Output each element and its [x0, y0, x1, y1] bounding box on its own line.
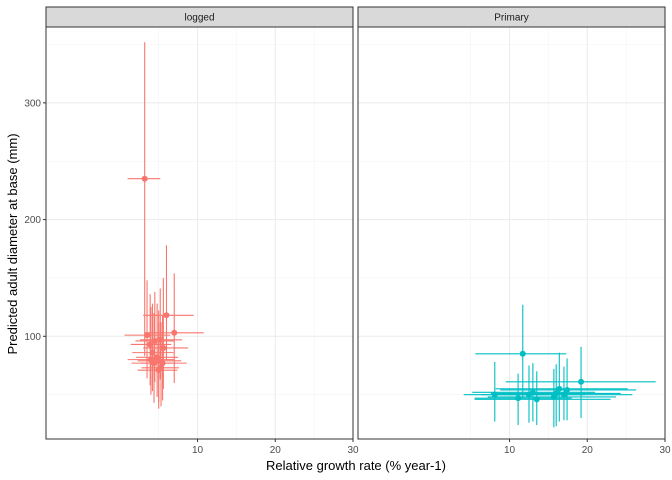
data-point	[560, 391, 567, 398]
x-tick-label: 30	[347, 445, 359, 456]
data-point-group	[136, 303, 179, 397]
data-point	[515, 395, 522, 402]
panel-primary: Primary 10 20 30	[357, 6, 671, 456]
x-tick-label: 20	[270, 445, 282, 456]
panel-logged: logged 10 20 30 100 200 300	[24, 6, 359, 456]
data-point-group	[137, 322, 178, 409]
data-point-group	[497, 366, 633, 421]
data-point	[155, 367, 162, 374]
data-point-group	[475, 304, 567, 399]
x-axis-title: Relative growth rate (% year-1)	[266, 458, 446, 473]
data-point	[141, 175, 148, 182]
facet-strip-label: Primary	[494, 13, 528, 24]
data-point-group	[472, 363, 596, 422]
x-tick-label: 30	[659, 445, 671, 456]
data-point	[171, 329, 178, 336]
data-point	[147, 341, 154, 348]
x-tick-label: 20	[582, 445, 594, 456]
data-point-group	[495, 352, 628, 422]
data-point	[144, 332, 151, 339]
panel-border	[357, 26, 666, 440]
x-tick-label: 10	[192, 445, 204, 456]
facet-strip-label: logged	[184, 13, 214, 24]
data-point	[163, 312, 170, 319]
y-axis-title: Predicted adult diameter at base (mm)	[5, 133, 20, 354]
y-tick-label: 200	[24, 215, 41, 226]
data-point-group	[127, 307, 175, 395]
data-point-group	[474, 371, 611, 425]
data-point-group	[127, 42, 161, 357]
facet-strip	[357, 6, 666, 28]
data-point	[564, 386, 571, 393]
y-tick-label: 100	[24, 332, 41, 343]
data-point	[578, 378, 585, 385]
data-point	[533, 396, 540, 403]
data-point	[519, 350, 526, 357]
facet-strip	[45, 6, 354, 28]
data-point	[160, 344, 167, 351]
data-point-group	[505, 346, 656, 418]
data-point-group	[500, 358, 637, 421]
data-point-group	[131, 312, 176, 403]
y-tick-label: 300	[24, 98, 41, 109]
panel-border	[45, 26, 354, 440]
x-tick-label: 10	[504, 445, 516, 456]
